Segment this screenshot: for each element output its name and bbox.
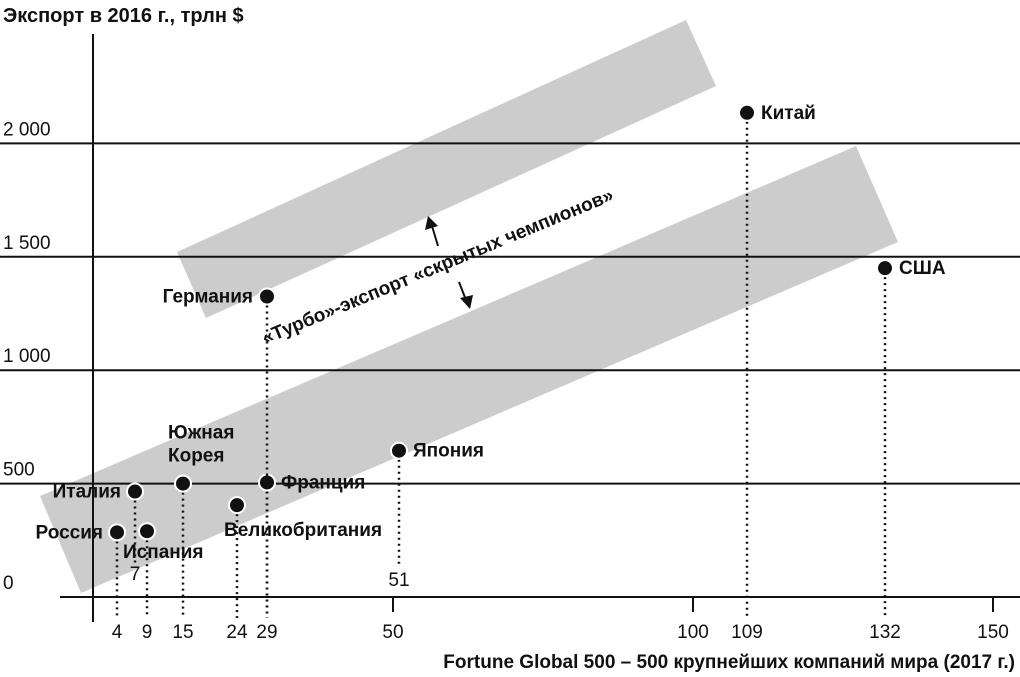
- arrow-up-icon: [425, 216, 439, 247]
- data-point: [876, 259, 894, 278]
- point-x-label: 7: [130, 564, 141, 585]
- data-point: [390, 441, 408, 460]
- data-point: [108, 523, 126, 542]
- data-point: [228, 496, 246, 515]
- point-x-label: 9: [142, 622, 153, 643]
- point-label: Великобритания: [224, 520, 382, 541]
- point-label: Испания: [123, 542, 204, 563]
- point-label: Китай: [761, 103, 816, 124]
- data-point: [174, 474, 192, 493]
- x-tick-label: 50: [382, 622, 403, 643]
- point-label: Германия: [163, 286, 253, 307]
- point-label: США: [899, 258, 946, 279]
- data-point: [258, 287, 276, 306]
- x-axis-label: Fortune Global 500 – 500 крупнейших комп…: [443, 652, 1015, 673]
- data-point: [138, 522, 156, 541]
- point-x-label: 15: [172, 622, 193, 643]
- point-label: Южная Корея: [168, 423, 234, 467]
- point-x-label: 29: [256, 622, 277, 643]
- y-tick-label: 0: [3, 573, 14, 594]
- point-label: Италия: [53, 482, 121, 503]
- y-tick-label: 2 000: [3, 119, 51, 140]
- point-x-label: 132: [869, 622, 901, 643]
- point-label: Франция: [281, 472, 365, 493]
- data-point: [126, 482, 144, 501]
- data-point: [258, 473, 276, 492]
- point-x-label: 4: [112, 622, 123, 643]
- x-tick-label: 150: [977, 622, 1009, 643]
- upper-band: [177, 20, 716, 318]
- point-label: Россия: [36, 522, 103, 543]
- point-x-label: 51: [388, 570, 409, 591]
- arrow-down-icon: [458, 281, 473, 309]
- y-tick-label: 1 500: [3, 233, 51, 254]
- y-axis-label: Экспорт в 2016 г., трлн $: [3, 5, 244, 27]
- data-point: [738, 103, 756, 122]
- y-tick-label: 500: [3, 460, 35, 481]
- point-label: Япония: [413, 441, 484, 462]
- point-x-label: 24: [226, 622, 248, 643]
- point-x-label: 109: [731, 622, 763, 643]
- y-tick-label: 1 000: [3, 346, 51, 367]
- x-tick-label: 100: [677, 622, 709, 643]
